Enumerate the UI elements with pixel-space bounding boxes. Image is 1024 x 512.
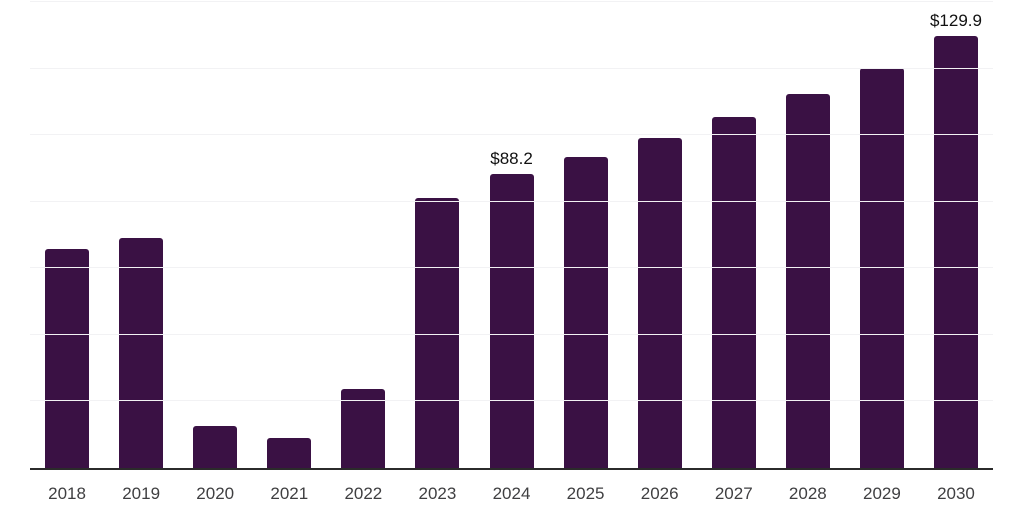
bar-2019 — [119, 238, 164, 468]
x-tick-label-2028: 2028 — [788, 484, 827, 503]
x-tick-label-2030: 2030 — [937, 484, 975, 503]
bar-group-2028 — [771, 2, 845, 468]
gridline — [30, 134, 993, 136]
x-tick-label-2026: 2026 — [640, 484, 679, 503]
bar-2026 — [637, 138, 682, 468]
gridline — [30, 200, 993, 202]
gridline — [30, 400, 993, 402]
x-tick-label-2027: 2027 — [714, 484, 753, 503]
bar-2024 — [489, 174, 534, 468]
bar-value-label-2030: $129.9 — [929, 10, 982, 30]
x-tick-label-2020: 2020 — [196, 484, 235, 503]
x-tick-label-2021: 2021 — [270, 484, 309, 503]
bar-group-2018 — [30, 2, 104, 468]
gridline — [30, 333, 993, 335]
bar-group-2029 — [845, 2, 919, 468]
bar-2018 — [45, 249, 90, 468]
bar-2021 — [267, 438, 312, 468]
x-tick-label-2019: 2019 — [122, 484, 161, 503]
bar-group-2026 — [623, 2, 697, 468]
bar-2028 — [785, 93, 830, 468]
x-tick-label-2025: 2025 — [566, 484, 605, 503]
bar-group-2022 — [326, 2, 400, 468]
x-tick-label-2018: 2018 — [48, 484, 86, 503]
bar-group-2021 — [252, 2, 326, 468]
x-axis: 2018 2019 2020 2021 2022 2023 2024 2025 2026 2027… — [30, 482, 993, 506]
bar-group-2024: $88.2 — [474, 2, 548, 468]
bar-series: $88.2 $129.9 — [30, 2, 993, 468]
x-tick-label-2023: 2023 — [418, 484, 457, 503]
gridline — [30, 67, 993, 69]
bar-2030 — [933, 35, 978, 468]
bar-group-2020 — [178, 2, 252, 468]
bar-group-2030: $129.9 — [919, 2, 993, 468]
plot-area: $88.2 $129.9 — [30, 1, 993, 470]
bar-value-label-2024: $88.2 — [490, 149, 533, 169]
bar-2027 — [711, 116, 756, 468]
bar-group-2019 — [104, 2, 178, 468]
bar-group-2023 — [400, 2, 474, 468]
bar-2022 — [341, 389, 386, 468]
bar-2025 — [563, 157, 608, 468]
bar-2020 — [193, 426, 238, 468]
bar-group-2027 — [697, 2, 771, 468]
x-tick-label-2024: 2024 — [492, 484, 531, 503]
bar-group-2025 — [549, 2, 623, 468]
bar-2023 — [415, 198, 460, 468]
gridline — [30, 1, 993, 2]
gridline — [30, 267, 993, 269]
x-tick-label-2029: 2029 — [862, 484, 901, 503]
x-tick-label-2022: 2022 — [344, 484, 383, 503]
